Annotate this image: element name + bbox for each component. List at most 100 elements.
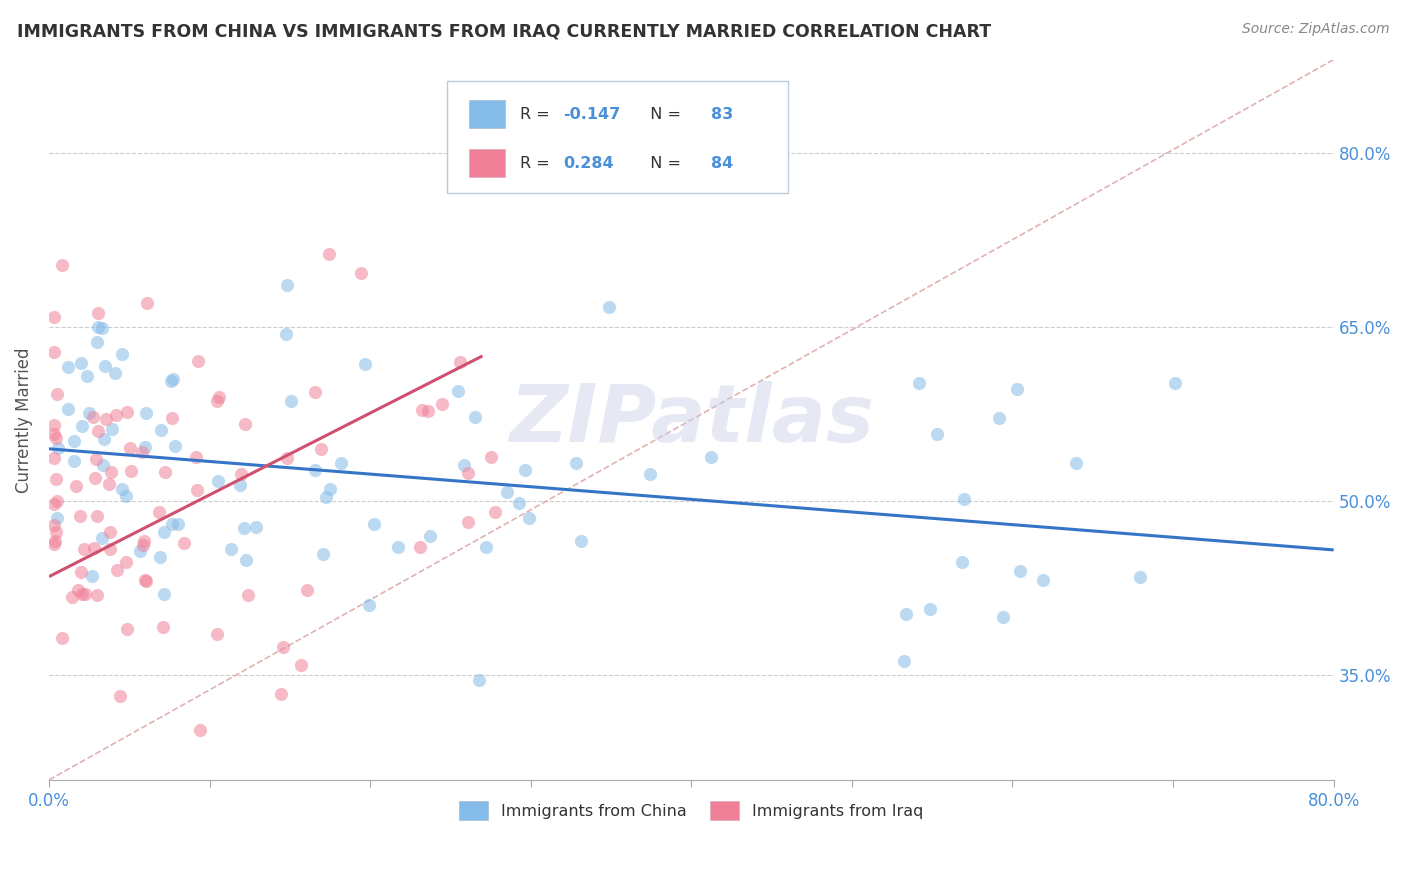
Point — [447, 384, 470, 399]
Point — [45, 525, 67, 540]
Point — [280, 394, 302, 409]
Point — [457, 515, 479, 529]
Point — [318, 247, 340, 261]
Y-axis label: Currently Married: Currently Married — [15, 347, 32, 492]
Point — [276, 451, 298, 466]
Point — [1032, 573, 1054, 587]
Point — [173, 535, 195, 549]
Text: -0.147: -0.147 — [562, 106, 620, 121]
Point — [117, 622, 139, 636]
Point — [120, 441, 142, 455]
Text: N =: N = — [640, 155, 686, 170]
Point — [920, 602, 942, 616]
Point — [186, 483, 208, 497]
Point — [62, 434, 84, 448]
Point — [464, 409, 486, 424]
Point — [83, 541, 105, 556]
Point — [565, 456, 588, 470]
Point — [100, 466, 122, 480]
Point — [46, 387, 69, 401]
Point — [129, 544, 152, 558]
Point — [70, 355, 93, 369]
Point — [167, 517, 190, 532]
Point — [149, 550, 172, 565]
Text: ZIPatlas: ZIPatlas — [509, 381, 873, 458]
Point — [205, 393, 228, 408]
Point — [87, 306, 110, 320]
Text: R =: R = — [520, 106, 555, 121]
Point — [453, 458, 475, 472]
Point — [160, 374, 183, 388]
Point — [207, 474, 229, 488]
Point — [45, 472, 67, 486]
Point — [76, 369, 98, 384]
Point — [276, 327, 298, 342]
Point — [387, 540, 409, 554]
Point — [42, 517, 65, 532]
Point — [111, 482, 134, 496]
Point — [42, 417, 65, 432]
Point — [51, 631, 73, 645]
Point — [42, 345, 65, 359]
Point — [91, 458, 114, 472]
Point — [233, 417, 256, 432]
Point — [229, 467, 252, 481]
Point — [1064, 457, 1087, 471]
Point — [1129, 570, 1152, 584]
Point — [991, 610, 1014, 624]
Point — [150, 423, 173, 437]
Point — [319, 482, 342, 496]
Point — [598, 300, 620, 314]
Point — [135, 574, 157, 589]
Text: Source: ZipAtlas.com: Source: ZipAtlas.com — [1241, 22, 1389, 37]
Point — [134, 573, 156, 587]
Point — [950, 555, 973, 569]
Point — [987, 410, 1010, 425]
Point — [152, 620, 174, 634]
Text: R =: R = — [520, 155, 555, 170]
Point — [98, 541, 121, 556]
Point — [273, 640, 295, 655]
Point — [896, 607, 918, 622]
Point — [101, 422, 124, 436]
Point — [309, 442, 332, 456]
Point — [42, 310, 65, 325]
Text: N =: N = — [640, 106, 686, 121]
Point — [46, 511, 69, 525]
Bar — [470, 101, 505, 128]
Point — [73, 541, 96, 556]
Point — [100, 524, 122, 539]
Point — [42, 451, 65, 466]
Point — [221, 541, 243, 556]
Point — [91, 531, 114, 545]
Point — [84, 452, 107, 467]
Point — [148, 505, 170, 519]
Point — [186, 450, 208, 464]
Point — [908, 376, 931, 390]
Point — [104, 408, 127, 422]
Point — [236, 588, 259, 602]
Point — [419, 529, 441, 543]
Point — [235, 552, 257, 566]
Point — [44, 534, 66, 549]
Point — [97, 476, 120, 491]
Point — [232, 520, 254, 534]
Point — [700, 450, 723, 464]
Point — [245, 520, 267, 534]
Point — [481, 450, 503, 464]
Point — [569, 533, 592, 548]
Point — [484, 505, 506, 519]
Point — [46, 441, 69, 455]
Point — [449, 355, 471, 369]
Point — [45, 494, 67, 508]
Point — [363, 517, 385, 532]
Point — [467, 673, 489, 687]
Point — [354, 357, 377, 371]
Point — [304, 463, 326, 477]
Point — [475, 540, 498, 554]
Point — [86, 334, 108, 349]
Point — [430, 397, 453, 411]
Point — [42, 497, 65, 511]
Point — [58, 402, 80, 417]
Point — [86, 509, 108, 524]
